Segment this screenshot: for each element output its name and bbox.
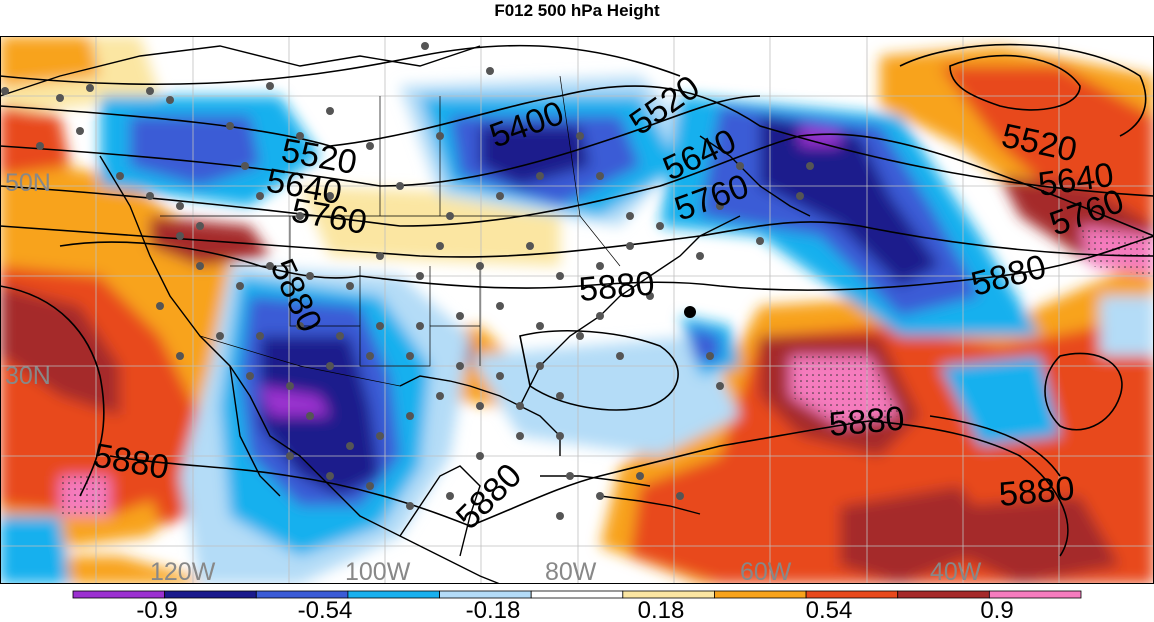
colorbar-tick-label: 0.18 (638, 597, 685, 622)
colorbar-tick-label: -0.18 (466, 597, 521, 622)
colorbar: -0.9 -0.54 -0.18 0.18 0.54 0.9 (72, 590, 1082, 622)
colorbar-swatch (714, 590, 807, 599)
lat-lon-grid (0, 36, 1154, 584)
colorbar-swatch (164, 590, 257, 599)
colorbar-tick-label: 0.54 (806, 597, 853, 622)
map-title: F012 500 hPa Height (494, 1, 660, 20)
coastlines (0, 45, 811, 584)
latitude-label: 50N (5, 169, 51, 197)
colorbar-tick-label: -0.54 (298, 597, 353, 622)
colorbar-tick-label: -0.9 (136, 597, 177, 622)
colorbar-swatch (988, 590, 1082, 599)
longitude-label: 100W (345, 558, 411, 584)
colorbar-swatch (897, 590, 990, 599)
contour-label: 5880 (577, 265, 656, 309)
colorbar-labels: -0.9 -0.54 -0.18 0.18 0.54 0.9 (136, 597, 1013, 622)
colorbar-swatch (530, 590, 624, 599)
observation-stations (1, 42, 814, 520)
contour-label: 5880 (997, 470, 1076, 514)
height-anomaly-map: 5400 5520 5520 5520 5640 5640 5640 5760 … (0, 36, 1154, 584)
colorbar-swatch (347, 590, 440, 599)
latitude-labels: 50N 30N (5, 169, 51, 390)
height-contours (0, 43, 1154, 557)
boundaries (160, 75, 621, 387)
stippling (60, 226, 1154, 516)
longitude-labels: 120W 100W 80W 60W 40W (150, 558, 982, 584)
longitude-label: 80W (545, 558, 597, 584)
latitude-label: 30N (5, 362, 51, 390)
colorbar-tick-label: 0.9 (980, 597, 1013, 622)
longitude-label: 60W (740, 558, 792, 584)
longitude-label: 40W (930, 558, 982, 584)
colorbar-swatches (72, 590, 1082, 599)
contour-label: 5880 (827, 400, 906, 444)
longitude-label: 120W (150, 558, 216, 584)
